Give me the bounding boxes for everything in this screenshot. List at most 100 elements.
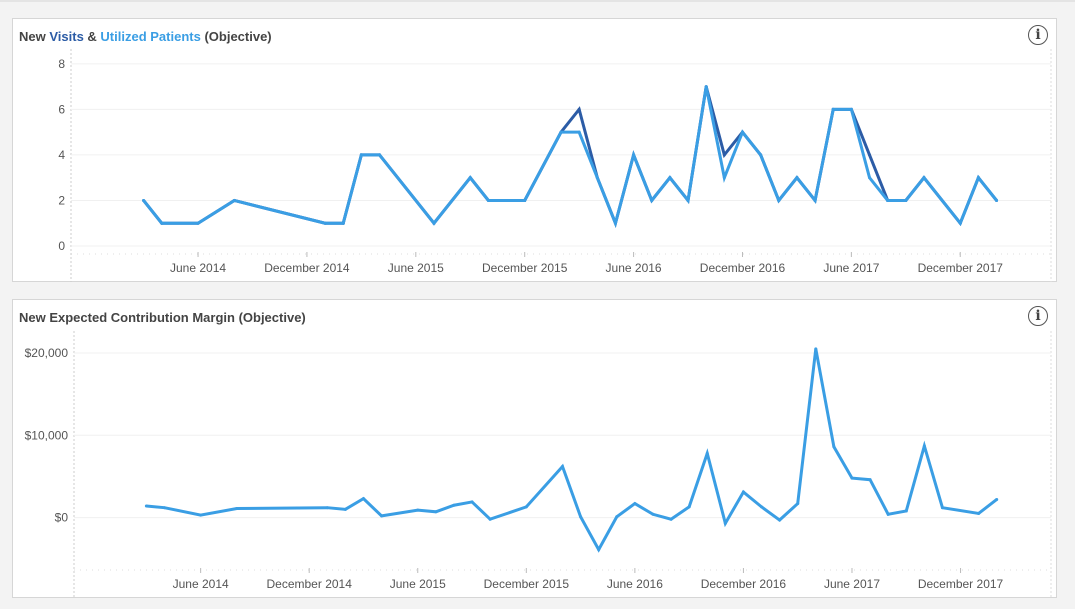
data-point [832, 445, 836, 449]
data-point [741, 490, 745, 494]
data-point [235, 507, 239, 511]
title-visits: Visits [49, 29, 84, 44]
info-icon[interactable]: i [1028, 25, 1048, 45]
x-tick-label: December 2014 [264, 261, 350, 275]
data-point [325, 506, 329, 510]
data-point [199, 513, 203, 517]
chart2-title: New Expected Contribution Margin (Object… [19, 310, 306, 325]
data-point [470, 500, 474, 504]
data-point [777, 198, 781, 202]
data-point [740, 130, 744, 134]
data-point [722, 176, 726, 180]
x-tick-label: June 2016 [606, 261, 662, 275]
x-tick-label: June 2014 [173, 577, 229, 591]
data-point [760, 505, 764, 509]
data-point [232, 198, 236, 202]
title-suffix: (Objective) [200, 29, 272, 44]
data-point [559, 130, 563, 134]
data-point [904, 509, 908, 513]
chart1-plot: 0 2 4 6 8 June 2014 December 2014 June 2015 Dece… [58, 49, 1052, 282]
data-point [577, 130, 581, 134]
chart2-plot: $0 $10,000 $20,000 June 2014 December 2014 Ju… [25, 331, 1052, 598]
data-point [633, 502, 637, 506]
data-point [434, 510, 438, 514]
y-tick-label: 4 [58, 148, 65, 162]
data-point [977, 511, 981, 515]
data-point [452, 503, 456, 507]
x-tick-label: December 2014 [267, 577, 353, 591]
data-point [886, 512, 890, 516]
data-point [722, 153, 726, 157]
data-point [523, 198, 527, 202]
chart1-title: New Visits & Utilized Patients (Objectiv… [19, 29, 272, 44]
data-point [850, 476, 854, 480]
x-tick-label: December 2016 [701, 577, 787, 591]
data-point [849, 107, 853, 111]
x-tick-label: June 2014 [170, 261, 226, 275]
data-point [669, 517, 673, 521]
data-point [162, 506, 166, 510]
data-point [686, 198, 690, 202]
top-border [0, 0, 1075, 2]
data-point [868, 478, 872, 482]
y-tick-label: 2 [58, 193, 65, 207]
y-tick-label: $10,000 [25, 428, 69, 442]
data-point [995, 497, 999, 501]
data-point [359, 153, 363, 157]
title-amp: & [83, 29, 101, 44]
data-point [886, 198, 890, 202]
data-point [613, 221, 617, 225]
y-tick-label: 6 [58, 102, 65, 116]
data-point [922, 176, 926, 180]
data-point [144, 504, 148, 508]
data-point [579, 515, 583, 519]
data-point [432, 221, 436, 225]
data-point [343, 507, 347, 511]
data-point [868, 176, 872, 180]
data-point [196, 221, 200, 225]
data-point [813, 198, 817, 202]
series-line-margin [146, 348, 998, 553]
data-point [577, 107, 581, 111]
data-point [940, 506, 944, 510]
title-prefix: New [19, 29, 50, 44]
data-point [759, 153, 763, 157]
data-point [597, 548, 601, 552]
y-tick-label: $20,000 [25, 346, 69, 360]
data-point [958, 221, 962, 225]
info-icon[interactable]: i [1028, 306, 1048, 326]
data-point [723, 521, 727, 525]
data-point [868, 153, 872, 157]
data-point [904, 198, 908, 202]
data-point [650, 198, 654, 202]
data-point [705, 451, 709, 455]
x-tick-label: December 2015 [484, 577, 570, 591]
data-point [814, 347, 818, 351]
data-point [488, 517, 492, 521]
x-tick-label: June 2015 [388, 261, 444, 275]
contribution-margin-chart-card: New Expected Contribution Margin (Object… [12, 299, 1057, 598]
data-point [361, 497, 365, 501]
data-point [632, 153, 636, 157]
x-tick-label: June 2017 [823, 261, 879, 275]
x-tick-label: June 2017 [824, 577, 880, 591]
data-point [524, 505, 528, 509]
y-tick-label: 0 [58, 239, 65, 253]
data-point [668, 176, 672, 180]
x-tick-label: June 2016 [607, 577, 663, 591]
data-point [796, 502, 800, 506]
data-point [995, 198, 999, 202]
series-line-utilized-patients [142, 86, 998, 228]
visits-patients-chart-card: New Visits & Utilized Patients (Objectiv… [12, 18, 1057, 282]
data-point [416, 508, 420, 512]
data-point [160, 221, 164, 225]
data-point [595, 176, 599, 180]
data-point [795, 176, 799, 180]
data-point [704, 85, 708, 89]
data-point [976, 176, 980, 180]
x-tick-label: December 2017 [918, 577, 1004, 591]
data-point [378, 153, 382, 157]
title-utilized: Utilized Patients [100, 29, 201, 44]
x-tick-label: December 2015 [482, 261, 568, 275]
data-point [341, 221, 345, 225]
